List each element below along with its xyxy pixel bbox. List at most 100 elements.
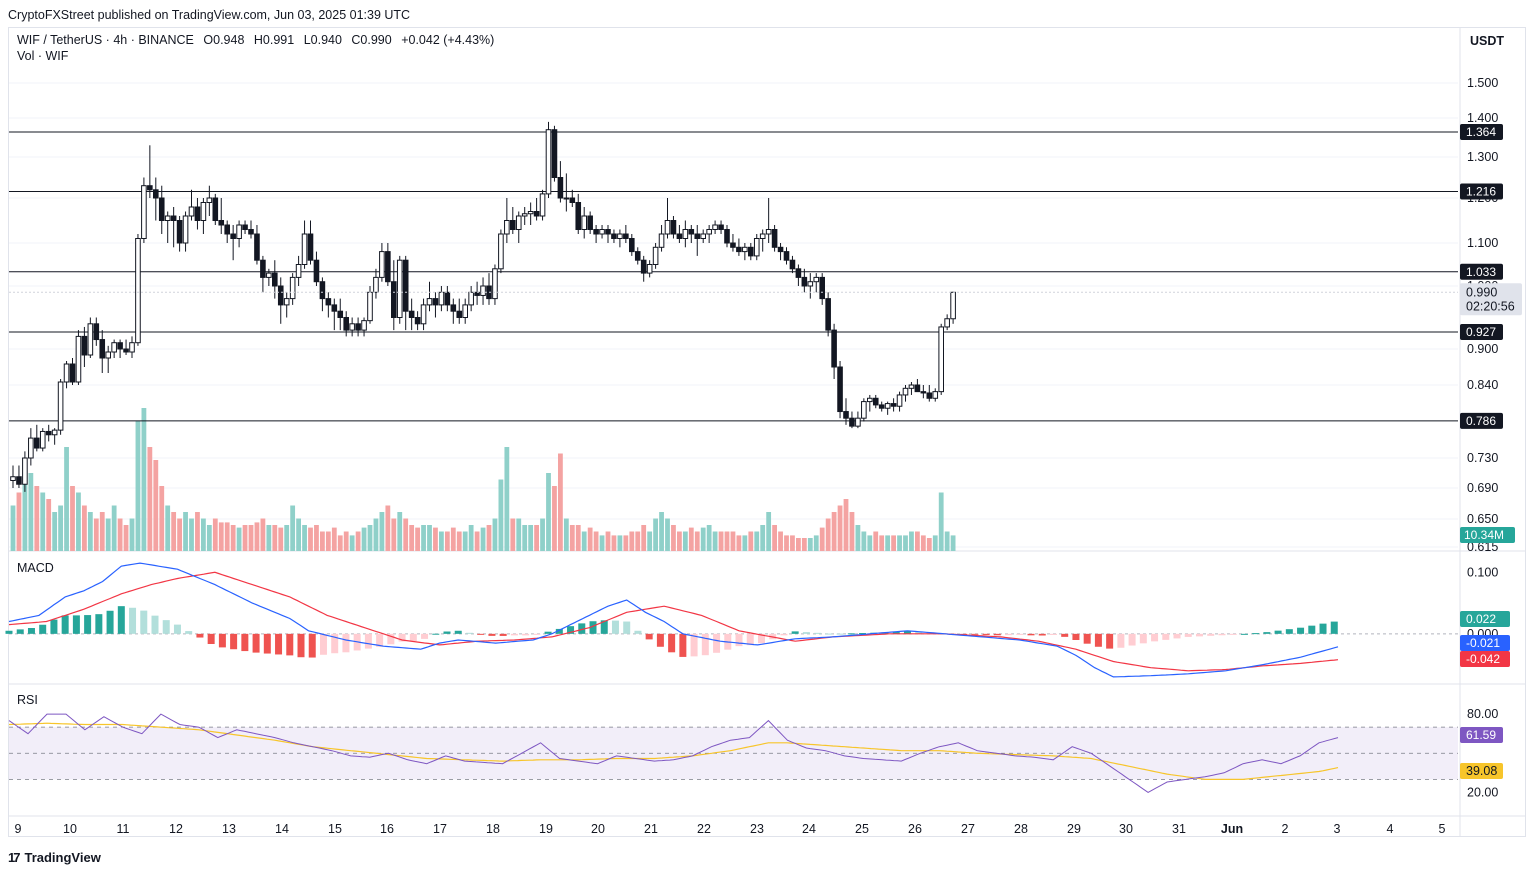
volume-bar — [433, 527, 438, 551]
volume-bar — [272, 525, 278, 551]
macd-histogram-bar — [1297, 627, 1305, 634]
candle-body — [379, 251, 385, 278]
volume-bar — [349, 535, 355, 551]
level-tag-label: 0.927 — [1466, 325, 1496, 339]
price-tick-label: 0.690 — [1467, 481, 1498, 495]
volume-bar — [837, 505, 843, 551]
candle-body — [896, 394, 903, 407]
macd-histogram-bar — [140, 610, 148, 634]
level-tag-label: 1.364 — [1466, 125, 1496, 139]
volume-tag-label: 10.34M — [1464, 528, 1504, 542]
macd-histogram-bar — [117, 606, 125, 634]
volume-bar — [629, 531, 635, 551]
candle-body — [230, 233, 236, 239]
macd-histogram-bar — [578, 623, 586, 634]
x-axis-label: 27 — [961, 822, 975, 836]
macd-histogram-bar — [656, 633, 664, 647]
candle-body — [492, 268, 498, 300]
candle-body — [712, 224, 718, 230]
candle-body — [385, 251, 391, 283]
candle-body — [753, 238, 760, 257]
volume-bar — [135, 421, 141, 551]
volume-bar — [456, 531, 462, 551]
level-tag — [1460, 412, 1503, 429]
candle-body — [861, 401, 867, 419]
macd-histogram-bar — [1252, 633, 1260, 635]
volume-bar — [22, 479, 28, 551]
volume-bar — [522, 525, 528, 551]
candle-body — [926, 392, 933, 399]
candle-body — [307, 233, 314, 261]
candle-body — [16, 476, 22, 485]
macd-histogram-bar — [39, 624, 47, 634]
macd-histogram-bar — [275, 633, 283, 655]
macd-value-tag-label: -0.021 — [1466, 636, 1500, 650]
x-axis-label: 24 — [802, 822, 816, 836]
candle-body — [391, 281, 397, 319]
candle-body — [908, 384, 915, 389]
candle-body — [420, 304, 427, 325]
macd-histogram-bar — [713, 633, 721, 653]
volume-bar — [409, 525, 415, 551]
volume-bar — [367, 525, 373, 551]
candle-body — [623, 233, 629, 239]
x-axis-label: 23 — [750, 822, 764, 836]
volume-bar — [64, 447, 69, 551]
volume-bar — [70, 486, 75, 551]
volume-bar — [552, 486, 557, 551]
volume-bar — [355, 531, 361, 551]
candle-body — [646, 264, 653, 274]
candle-body — [57, 381, 64, 431]
candle-body — [462, 304, 468, 318]
candle-body — [748, 246, 754, 257]
volume-bar — [99, 512, 105, 551]
price-tick-label: 1.500 — [1467, 76, 1498, 90]
candle-body — [605, 229, 611, 235]
candle-body — [843, 411, 849, 419]
macd-histogram-bar — [443, 631, 451, 634]
macd-hist-tag-label: 0.022 — [1466, 612, 1496, 626]
macd-histogram-bar — [847, 633, 855, 635]
candle-body — [545, 129, 552, 195]
candle-body — [158, 197, 165, 221]
macd-histogram-bar — [50, 619, 58, 634]
rsi-legend[interactable]: RSI — [17, 693, 38, 707]
macd-legend[interactable]: MACD — [17, 561, 54, 575]
candle-body — [932, 391, 939, 399]
candle-body — [599, 229, 605, 235]
macd-histogram-bar — [421, 633, 429, 639]
volume-legend[interactable]: Vol · WIF — [17, 49, 69, 63]
x-axis-label: 12 — [169, 822, 183, 836]
volume-bar — [28, 473, 34, 551]
volume-bar — [76, 492, 81, 551]
volume-bar — [34, 486, 40, 551]
macd-histogram-bar — [903, 630, 911, 634]
volume-bar — [712, 531, 718, 551]
candle-body — [456, 310, 463, 319]
volume-bar — [498, 479, 504, 551]
candle-body — [884, 403, 891, 409]
volume-bar — [855, 525, 861, 551]
candle-body — [878, 404, 885, 409]
candle-body — [837, 366, 843, 413]
candle-body — [248, 229, 254, 235]
candle-body — [718, 224, 724, 230]
volume-bar — [897, 535, 902, 551]
candle-body — [510, 220, 516, 230]
macd-histogram-bar — [151, 615, 159, 634]
level-tag — [1460, 263, 1503, 280]
volume-bar — [784, 535, 789, 551]
candle-body — [147, 185, 153, 191]
volume-bar — [653, 518, 658, 551]
symbol-name[interactable]: WIF / TetherUS · 4h · BINANCE — [17, 33, 194, 47]
candle-body — [652, 246, 659, 266]
currency-label[interactable]: USDT — [1470, 34, 1505, 48]
tradingview-footer[interactable]: 17 TradingView — [8, 850, 101, 865]
volume-bar — [534, 525, 539, 551]
volume-bar — [819, 527, 825, 551]
macd-histogram-bar — [971, 633, 979, 635]
macd-histogram-bar — [173, 624, 181, 634]
macd-histogram-bar — [27, 628, 35, 634]
volume-bar — [480, 527, 486, 551]
